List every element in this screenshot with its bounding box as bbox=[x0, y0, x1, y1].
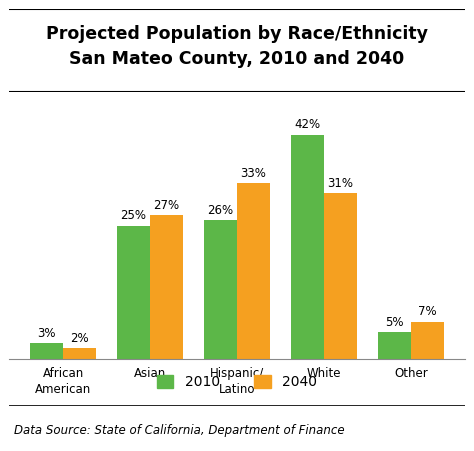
Bar bbox=[324, 193, 357, 359]
Bar bbox=[378, 332, 411, 359]
Text: 5%: 5% bbox=[385, 316, 403, 329]
Text: 7%: 7% bbox=[418, 305, 437, 318]
Text: 3%: 3% bbox=[37, 327, 56, 340]
Text: 31%: 31% bbox=[328, 177, 354, 190]
Text: 25%: 25% bbox=[120, 209, 146, 222]
Legend: 2010, 2040: 2010, 2040 bbox=[151, 369, 323, 395]
Text: 33%: 33% bbox=[241, 166, 266, 179]
Bar bbox=[150, 215, 183, 359]
Bar bbox=[117, 226, 150, 359]
Bar bbox=[411, 322, 444, 359]
Text: 42%: 42% bbox=[294, 119, 320, 131]
Bar bbox=[63, 348, 96, 359]
Bar bbox=[291, 135, 324, 359]
Text: 26%: 26% bbox=[208, 204, 234, 217]
Text: Projected Population by Race/Ethnicity
San Mateo County, 2010 and 2040: Projected Population by Race/Ethnicity S… bbox=[46, 25, 428, 68]
Bar bbox=[204, 220, 237, 359]
Text: Data Source: State of California, Department of Finance: Data Source: State of California, Depart… bbox=[14, 424, 345, 437]
Text: 27%: 27% bbox=[154, 198, 180, 212]
Text: 2%: 2% bbox=[70, 332, 89, 345]
Bar bbox=[30, 343, 63, 359]
Bar bbox=[237, 183, 270, 359]
